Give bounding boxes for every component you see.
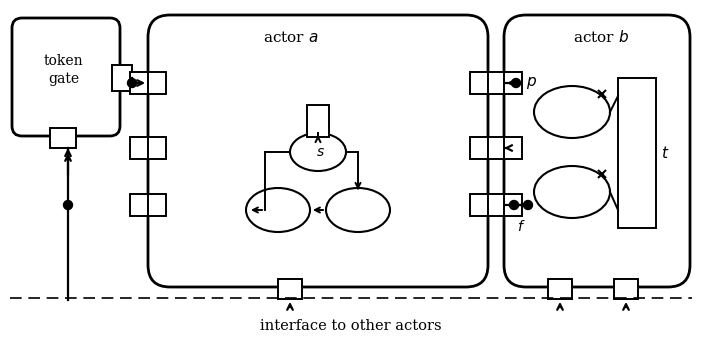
Bar bbox=[130, 137, 148, 159]
Bar bbox=[618, 78, 656, 228]
Bar bbox=[307, 105, 329, 137]
Ellipse shape bbox=[290, 133, 346, 171]
Text: interface to other actors: interface to other actors bbox=[260, 319, 442, 333]
Bar bbox=[548, 279, 572, 299]
Bar bbox=[504, 137, 522, 159]
FancyBboxPatch shape bbox=[504, 15, 690, 287]
Text: $t$: $t$ bbox=[661, 145, 670, 161]
FancyBboxPatch shape bbox=[12, 18, 120, 136]
Bar bbox=[504, 72, 522, 94]
Bar bbox=[130, 72, 148, 94]
Bar bbox=[130, 194, 148, 216]
Text: token
gate: token gate bbox=[44, 54, 84, 86]
Bar bbox=[488, 137, 506, 159]
Bar bbox=[614, 279, 638, 299]
Bar bbox=[488, 72, 506, 94]
Bar bbox=[50, 128, 76, 148]
Bar bbox=[470, 137, 488, 159]
Circle shape bbox=[63, 201, 72, 209]
Text: actor $a$: actor $a$ bbox=[263, 30, 319, 44]
Ellipse shape bbox=[246, 188, 310, 232]
Bar bbox=[504, 194, 522, 216]
Bar bbox=[148, 194, 166, 216]
Ellipse shape bbox=[534, 86, 610, 138]
Ellipse shape bbox=[534, 166, 610, 218]
Circle shape bbox=[510, 201, 519, 209]
Text: $p$: $p$ bbox=[526, 75, 537, 91]
Bar bbox=[278, 279, 302, 299]
Bar bbox=[470, 72, 488, 94]
Bar bbox=[488, 194, 506, 216]
Text: $f$: $f$ bbox=[517, 219, 525, 234]
Ellipse shape bbox=[326, 188, 390, 232]
Text: $s$: $s$ bbox=[315, 145, 324, 159]
Bar bbox=[148, 72, 166, 94]
Circle shape bbox=[524, 201, 533, 209]
FancyBboxPatch shape bbox=[148, 15, 488, 287]
Bar bbox=[470, 194, 488, 216]
Text: actor $b$: actor $b$ bbox=[573, 29, 629, 45]
Circle shape bbox=[128, 78, 136, 88]
Bar bbox=[148, 137, 166, 159]
Circle shape bbox=[512, 78, 520, 88]
Bar bbox=[112, 65, 132, 91]
